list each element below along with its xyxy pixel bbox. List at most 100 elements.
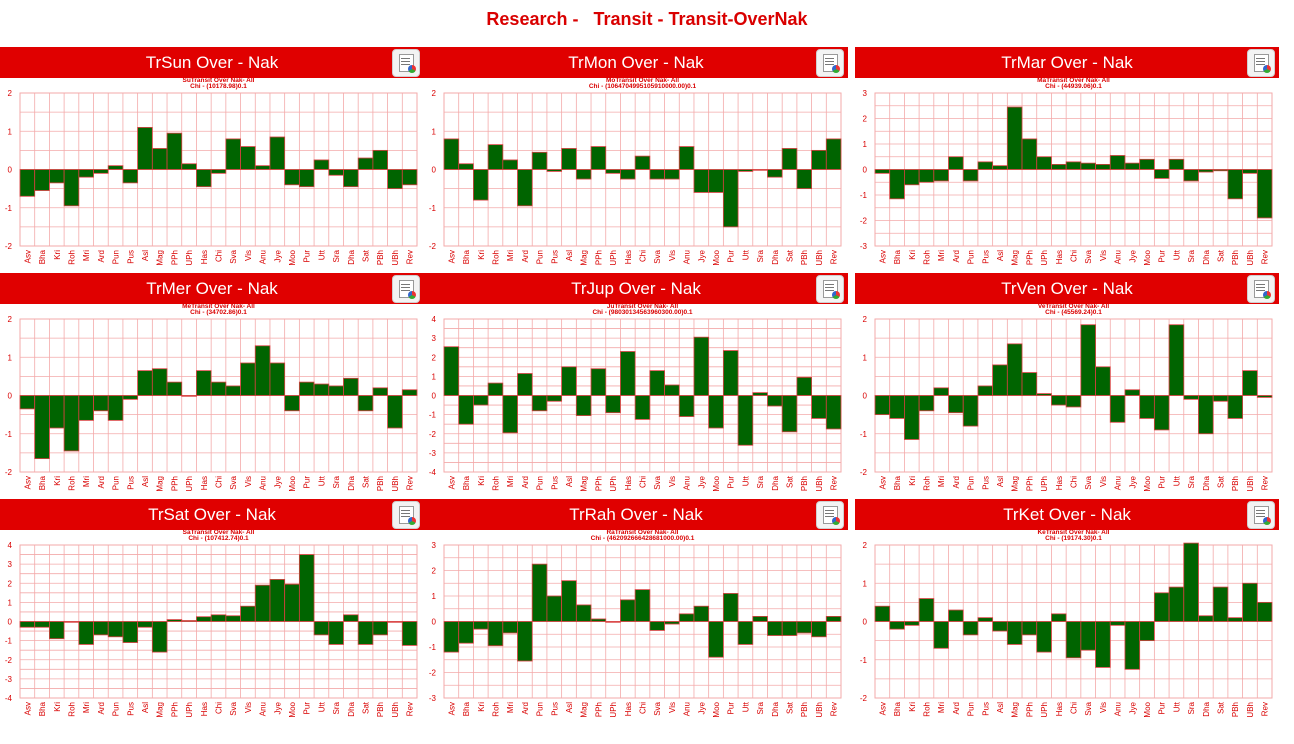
- x-tick-label: Dha: [1202, 249, 1211, 264]
- y-tick-label: -1: [860, 430, 868, 439]
- bar-Utt: [1168, 324, 1185, 396]
- bar-Jye: [1124, 621, 1141, 670]
- report-icon[interactable]: [392, 49, 420, 77]
- x-tick-label: Chi: [1070, 250, 1079, 262]
- bar-Dha: [767, 169, 783, 178]
- y-tick-label: 0: [863, 618, 868, 627]
- x-tick-label: Rev: [830, 250, 839, 264]
- y-tick-label: -2: [5, 656, 13, 665]
- bar-Dha: [767, 621, 783, 636]
- report-icon[interactable]: [816, 275, 844, 303]
- bar-Utt: [313, 621, 330, 636]
- x-tick-label: Asl: [996, 476, 1005, 487]
- bar-Bha: [889, 395, 905, 419]
- bar-Pur: [1153, 592, 1170, 622]
- bar-Asv: [19, 169, 36, 197]
- report-icon[interactable]: [816, 49, 844, 77]
- x-tick-label: Asl: [565, 476, 574, 487]
- x-tick-label: Roh: [922, 702, 931, 717]
- bar-PBh: [1227, 169, 1243, 200]
- x-tick-label: Sat: [1217, 475, 1226, 488]
- bar-Has: [620, 169, 636, 180]
- x-tick-label: Vis: [244, 250, 253, 261]
- bar-Rev: [1256, 169, 1273, 219]
- bar-Kri: [473, 169, 489, 201]
- bar-Roh: [918, 598, 935, 622]
- x-tick-label: Utt: [1172, 475, 1181, 486]
- x-tick-label: Roh: [67, 250, 76, 265]
- x-tick-label: Sva: [653, 475, 662, 489]
- bar-Kri: [49, 395, 65, 429]
- bar-Chi: [634, 395, 651, 420]
- bar-Rev: [1256, 601, 1273, 622]
- bar-Kri: [473, 621, 489, 630]
- x-tick-label: Sat: [362, 249, 371, 262]
- x-tick-label: Asv: [23, 702, 32, 715]
- x-tick-label: Pun: [112, 702, 121, 716]
- x-tick-label: Sra: [1187, 249, 1196, 262]
- report-icon[interactable]: [392, 501, 420, 529]
- y-tick-label: 2: [863, 315, 868, 324]
- bar-Ard: [93, 395, 109, 412]
- bar-Sat: [1212, 169, 1229, 172]
- y-tick-label: 1: [863, 140, 868, 149]
- x-tick-label: Mri: [82, 250, 91, 261]
- bar-Asl: [561, 148, 577, 170]
- bar-UPh: [181, 163, 197, 170]
- bar-Has: [1051, 613, 1067, 622]
- bar-Vis: [1095, 164, 1111, 170]
- x-tick-label: Moo: [288, 475, 297, 491]
- x-tick-label: Ard: [521, 476, 530, 488]
- bar-UPh: [181, 395, 197, 397]
- x-tick-label: UBh: [815, 476, 824, 492]
- bar-Kri: [904, 395, 920, 440]
- x-tick-label: PBh: [1231, 250, 1240, 265]
- bar-Pun: [107, 621, 124, 638]
- bar-Pun: [962, 169, 979, 182]
- x-tick-label: Pus: [550, 476, 559, 490]
- bar-Anu: [678, 613, 695, 622]
- report-icon[interactable]: [1247, 501, 1275, 529]
- x-tick-label: Utt: [741, 475, 750, 486]
- bar-Jye: [269, 136, 286, 170]
- x-tick-label: Has: [624, 250, 633, 264]
- x-tick-label: Sra: [1187, 701, 1196, 714]
- bar-Anu: [254, 584, 271, 622]
- x-tick-label: Asl: [141, 250, 150, 261]
- x-tick-label: PPh: [594, 702, 603, 717]
- x-tick-label: Moo: [288, 701, 297, 717]
- x-tick-label: Mag: [1011, 702, 1020, 718]
- bar-Sva: [1080, 324, 1096, 396]
- bar-Mag: [575, 395, 592, 416]
- chart-title: TrSat Over - Nak: [0, 499, 424, 530]
- x-tick-label: Mag: [156, 702, 165, 718]
- x-tick-label: Has: [200, 250, 209, 264]
- x-tick-label: UPh: [185, 476, 194, 492]
- report-icon[interactable]: [1247, 49, 1275, 77]
- x-tick-label: Pus: [126, 702, 135, 716]
- x-tick-label: Chi: [215, 250, 224, 262]
- report-icon[interactable]: [392, 275, 420, 303]
- bar-Asl: [561, 366, 577, 396]
- bar-PBh: [1227, 617, 1243, 622]
- chart-subtitle-chi: Chi - (107412.74)0.1: [188, 535, 249, 542]
- y-tick-label: 1: [8, 127, 13, 136]
- bar-Sva: [1080, 621, 1096, 651]
- bar-Mri: [502, 159, 518, 170]
- report-icon[interactable]: [1247, 275, 1275, 303]
- x-tick-label: Kri: [477, 476, 486, 486]
- bar-UBh: [811, 149, 827, 170]
- bar-Chi: [210, 169, 227, 174]
- bar-Chi: [1065, 621, 1082, 659]
- x-tick-label: Pus: [550, 250, 559, 264]
- bar-Sat: [1212, 586, 1229, 622]
- report-icon[interactable]: [816, 501, 844, 529]
- bar-Sat: [1212, 395, 1229, 402]
- x-tick-label: Mag: [156, 250, 165, 266]
- bar-Mri: [78, 169, 94, 178]
- x-tick-label: Jye: [697, 701, 706, 714]
- y-tick-label: 2: [863, 541, 868, 550]
- x-tick-label: Dha: [347, 249, 356, 264]
- bar-Anu: [1109, 395, 1126, 423]
